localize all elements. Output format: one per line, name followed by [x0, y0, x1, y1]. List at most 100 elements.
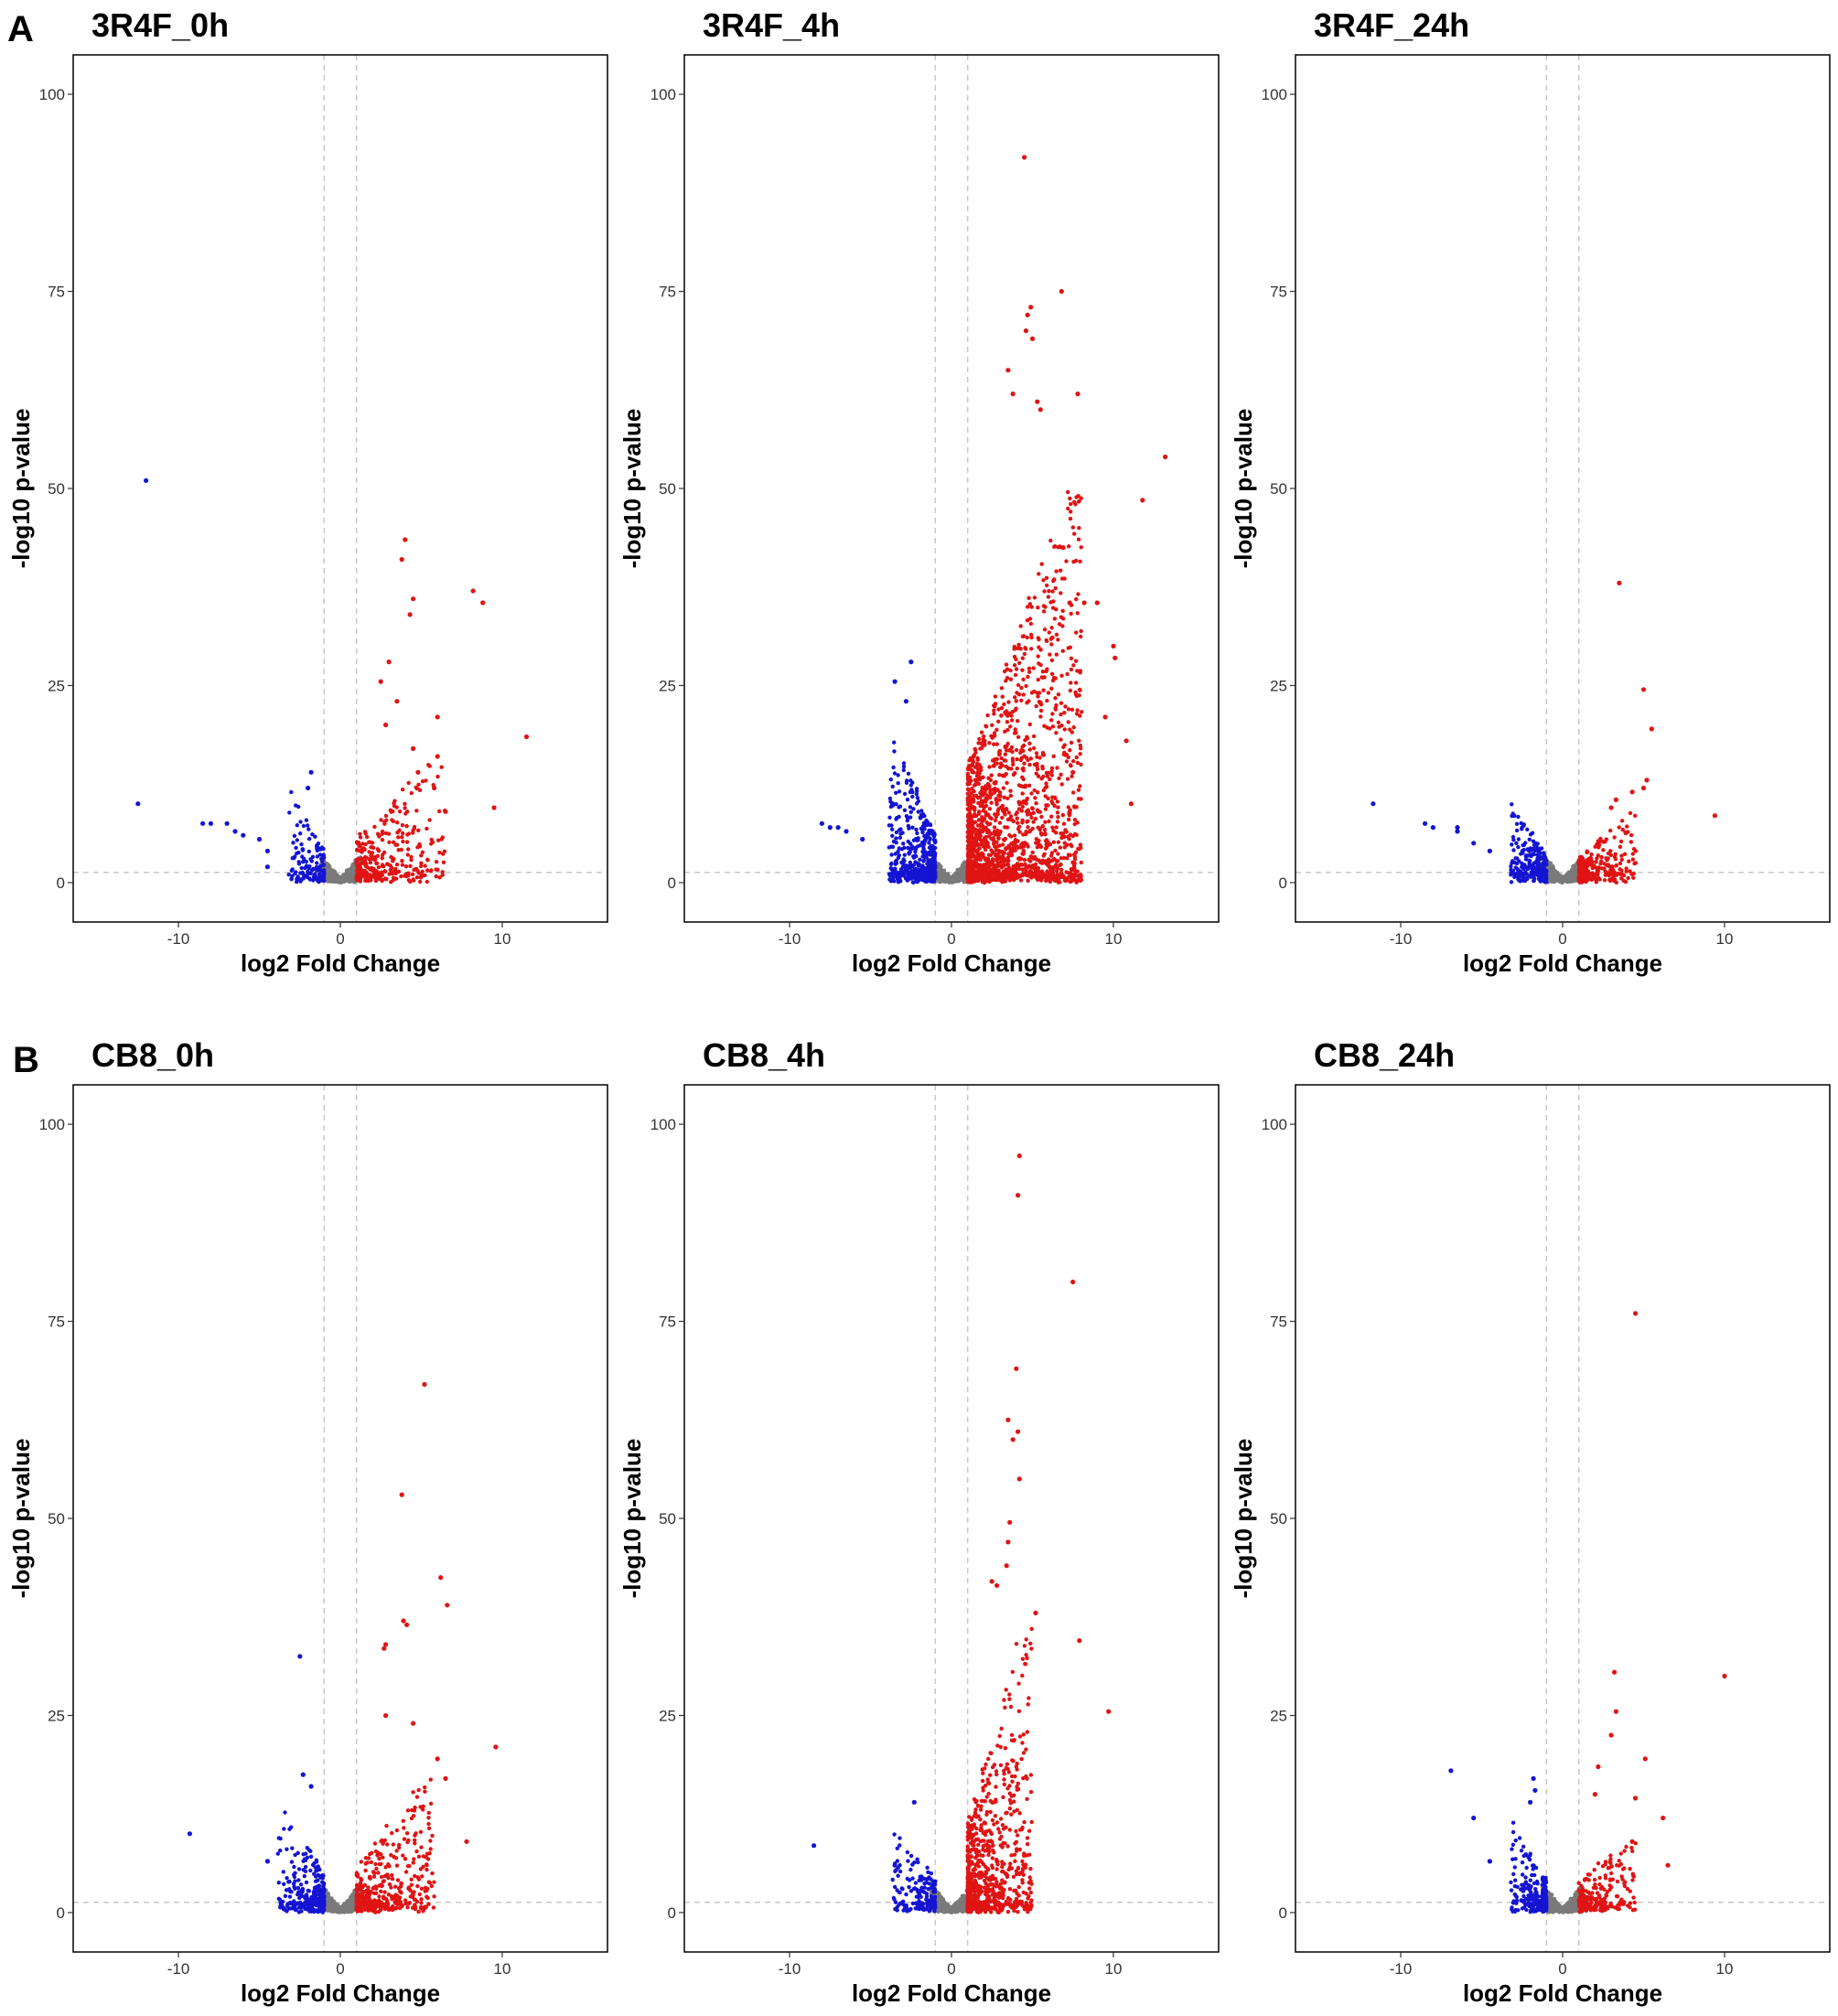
data-point-up	[983, 813, 988, 818]
data-point-up	[1042, 627, 1048, 632]
data-point-up	[996, 874, 1001, 879]
data-point-down	[898, 835, 902, 840]
data-point-up	[976, 828, 981, 833]
data-point-up	[1074, 805, 1079, 810]
data-point-up	[991, 870, 996, 874]
data-point-up	[1075, 708, 1080, 713]
data-point-up	[1007, 748, 1012, 753]
data-point-up	[1026, 674, 1030, 680]
data-point-up	[363, 842, 368, 847]
data-point-up	[403, 872, 408, 876]
scatter-points	[135, 477, 530, 885]
data-point-up	[1026, 878, 1030, 883]
data-point-up	[967, 841, 972, 845]
data-point-up	[994, 802, 999, 807]
data-point-up	[1068, 871, 1073, 876]
data-point-up	[1070, 525, 1076, 530]
data-point-up	[1020, 820, 1025, 825]
data-point-up	[995, 832, 1000, 837]
data-point-down	[306, 827, 311, 831]
data-point-up	[993, 787, 997, 791]
data-point-up	[414, 875, 420, 880]
data-point-down	[844, 829, 849, 834]
data-point-up	[417, 788, 423, 792]
data-point-down	[901, 761, 907, 766]
y-tick-label: 0	[57, 874, 65, 892]
data-point-up	[1010, 391, 1016, 397]
data-point-up	[361, 846, 366, 851]
data-point-up	[1065, 856, 1069, 861]
data-point-up	[1027, 762, 1032, 767]
data-point-up	[973, 820, 978, 824]
data-point-up	[403, 537, 408, 542]
data-point-down	[890, 844, 895, 849]
data-point-up	[1061, 745, 1066, 749]
data-point-down	[929, 831, 933, 835]
data-point-up	[1057, 622, 1062, 627]
data-point-up	[1062, 727, 1068, 732]
data-point-up	[480, 600, 486, 606]
data-point-up	[983, 796, 988, 801]
y-axis-title: -log10 p-value	[7, 409, 35, 569]
data-point-up	[1048, 538, 1053, 543]
data-point-up	[1094, 600, 1100, 606]
data-point-up	[1005, 817, 1011, 822]
data-point-up	[400, 858, 404, 863]
data-point-down	[300, 847, 305, 852]
data-point-down	[295, 879, 299, 885]
data-point-down	[907, 826, 911, 831]
data-point-up	[443, 809, 448, 814]
data-point-down	[921, 859, 926, 863]
data-point-up	[972, 868, 976, 873]
data-point-up	[1074, 495, 1079, 499]
data-point-up	[428, 869, 434, 874]
data-point-up	[374, 861, 379, 866]
data-point-up	[375, 847, 380, 852]
data-point-up	[1068, 727, 1072, 732]
data-point-up	[1065, 842, 1069, 847]
data-point-up	[1027, 741, 1032, 745]
data-point-up	[1027, 722, 1033, 727]
data-point-up	[368, 860, 373, 865]
data-point-ns	[349, 871, 353, 876]
x-axis-title: log2 Fold Change	[241, 949, 440, 977]
data-point-up	[997, 773, 1002, 777]
x-axis-title: log2 Fold Change	[852, 949, 1051, 977]
data-point-up	[1059, 772, 1063, 777]
data-point-down	[135, 801, 141, 807]
data-point-up	[986, 830, 992, 834]
data-point-up	[1047, 630, 1052, 635]
data-point-down	[308, 871, 313, 876]
data-point-up	[972, 754, 976, 759]
data-point-up	[1046, 691, 1051, 695]
data-point-down	[913, 850, 918, 854]
data-point-up	[360, 842, 365, 846]
data-point-up	[470, 588, 476, 594]
data-point-up	[966, 861, 972, 865]
data-point-up	[1016, 719, 1020, 724]
data-point-up	[984, 865, 990, 870]
data-point-up	[387, 872, 392, 876]
data-point-up	[990, 723, 994, 727]
data-point-down	[930, 864, 934, 870]
data-point-up	[999, 686, 1005, 691]
data-point-up	[1008, 814, 1014, 819]
data-point-up	[987, 741, 992, 745]
data-point-up	[1009, 767, 1014, 771]
data-point-up	[1037, 572, 1041, 576]
data-point-up	[1076, 797, 1081, 801]
data-point-up	[363, 878, 368, 883]
data-point-up	[1048, 652, 1052, 657]
data-point-down	[901, 863, 907, 869]
data-point-down	[910, 880, 915, 885]
data-point-up	[1055, 820, 1060, 824]
data-point-up	[1054, 825, 1059, 830]
data-point-down	[308, 769, 314, 775]
data-point-up	[976, 863, 982, 868]
data-point-up	[1016, 824, 1022, 829]
data-point-up	[399, 874, 403, 879]
data-point-down	[889, 853, 894, 857]
data-point-up	[1053, 676, 1059, 681]
